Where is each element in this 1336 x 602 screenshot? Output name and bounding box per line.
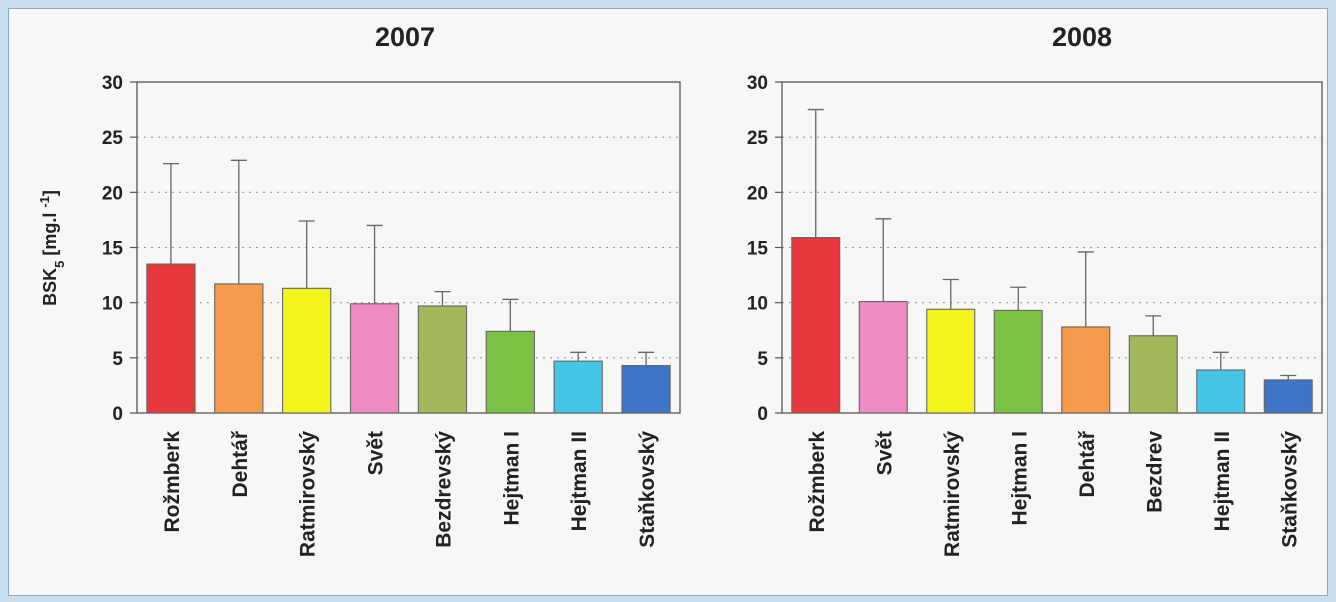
bar (791, 237, 841, 414)
bar (993, 309, 1043, 414)
y-tick-label: 10 (102, 294, 123, 315)
y-tick-label: 20 (102, 183, 123, 204)
y-tick-label: 10 (747, 294, 768, 315)
y-tick-label: 0 (112, 404, 123, 425)
bar (858, 301, 908, 414)
y-tick-label: 5 (757, 349, 768, 370)
x-tick-label: Dehtář (229, 430, 252, 497)
x-tick-label: Hejtman II (1211, 431, 1234, 531)
x-tick-label: Rožmberk (161, 431, 184, 533)
x-tick-label: Rožmberk (806, 431, 829, 533)
x-tick-label: Staňkovský (1278, 431, 1301, 548)
chart-2007: 0 5 10 15 20 25 30 2007 Rožmberk Dehtář Ratmirovsk… (102, 22, 681, 557)
bar (1061, 326, 1111, 414)
bar (485, 330, 535, 414)
x-tick-label: Ratmirovský (297, 431, 320, 557)
y-tick-label: 0 (757, 404, 768, 425)
y-tick-label: 5 (112, 349, 123, 370)
x-tick-label: Hejtman I (500, 431, 523, 526)
bar (417, 305, 468, 414)
bar (214, 283, 264, 414)
y-tick-label: 30 (747, 73, 768, 94)
bar (146, 263, 196, 414)
x-tick-label: Bezdrevský (432, 431, 455, 548)
chart-title: 2008 (1052, 22, 1112, 52)
y-tick-label: 15 (102, 239, 124, 260)
bar (349, 303, 400, 414)
x-tick-label: Hejtman I (1008, 431, 1031, 526)
y-axis-label: BSK5 [mg.l -1] (37, 190, 67, 306)
y-tick-label: 25 (102, 128, 124, 149)
bar (282, 287, 332, 414)
bar (621, 365, 671, 414)
plot-frame (136, 81, 681, 414)
x-tick-label: Bezdrev (1143, 431, 1166, 513)
y-tick-label: 25 (747, 128, 769, 149)
x-tick-label: Staňkovský (636, 431, 659, 548)
y-tick-label: 30 (102, 73, 123, 94)
bar (553, 360, 603, 414)
bar (1263, 379, 1313, 414)
y-tick-label: 15 (747, 239, 769, 260)
x-tick-label: Dehtář (1076, 430, 1099, 497)
y-tick-label: 20 (747, 183, 768, 204)
bar (1196, 369, 1246, 414)
chart-2008: 0 5 10 15 20 25 30 2008 Rožmberk Svět Ratmirovský H… (747, 22, 1323, 557)
x-tick-label: Hejtman II (568, 431, 591, 531)
bar (926, 308, 976, 414)
plot-frame (781, 81, 1323, 414)
bar (1128, 335, 1178, 414)
x-tick-label: Svět (873, 431, 896, 475)
x-tick-label: Svět (365, 431, 388, 475)
chart-title: 2007 (375, 22, 435, 52)
x-tick-label: Ratmirovský (941, 431, 964, 557)
